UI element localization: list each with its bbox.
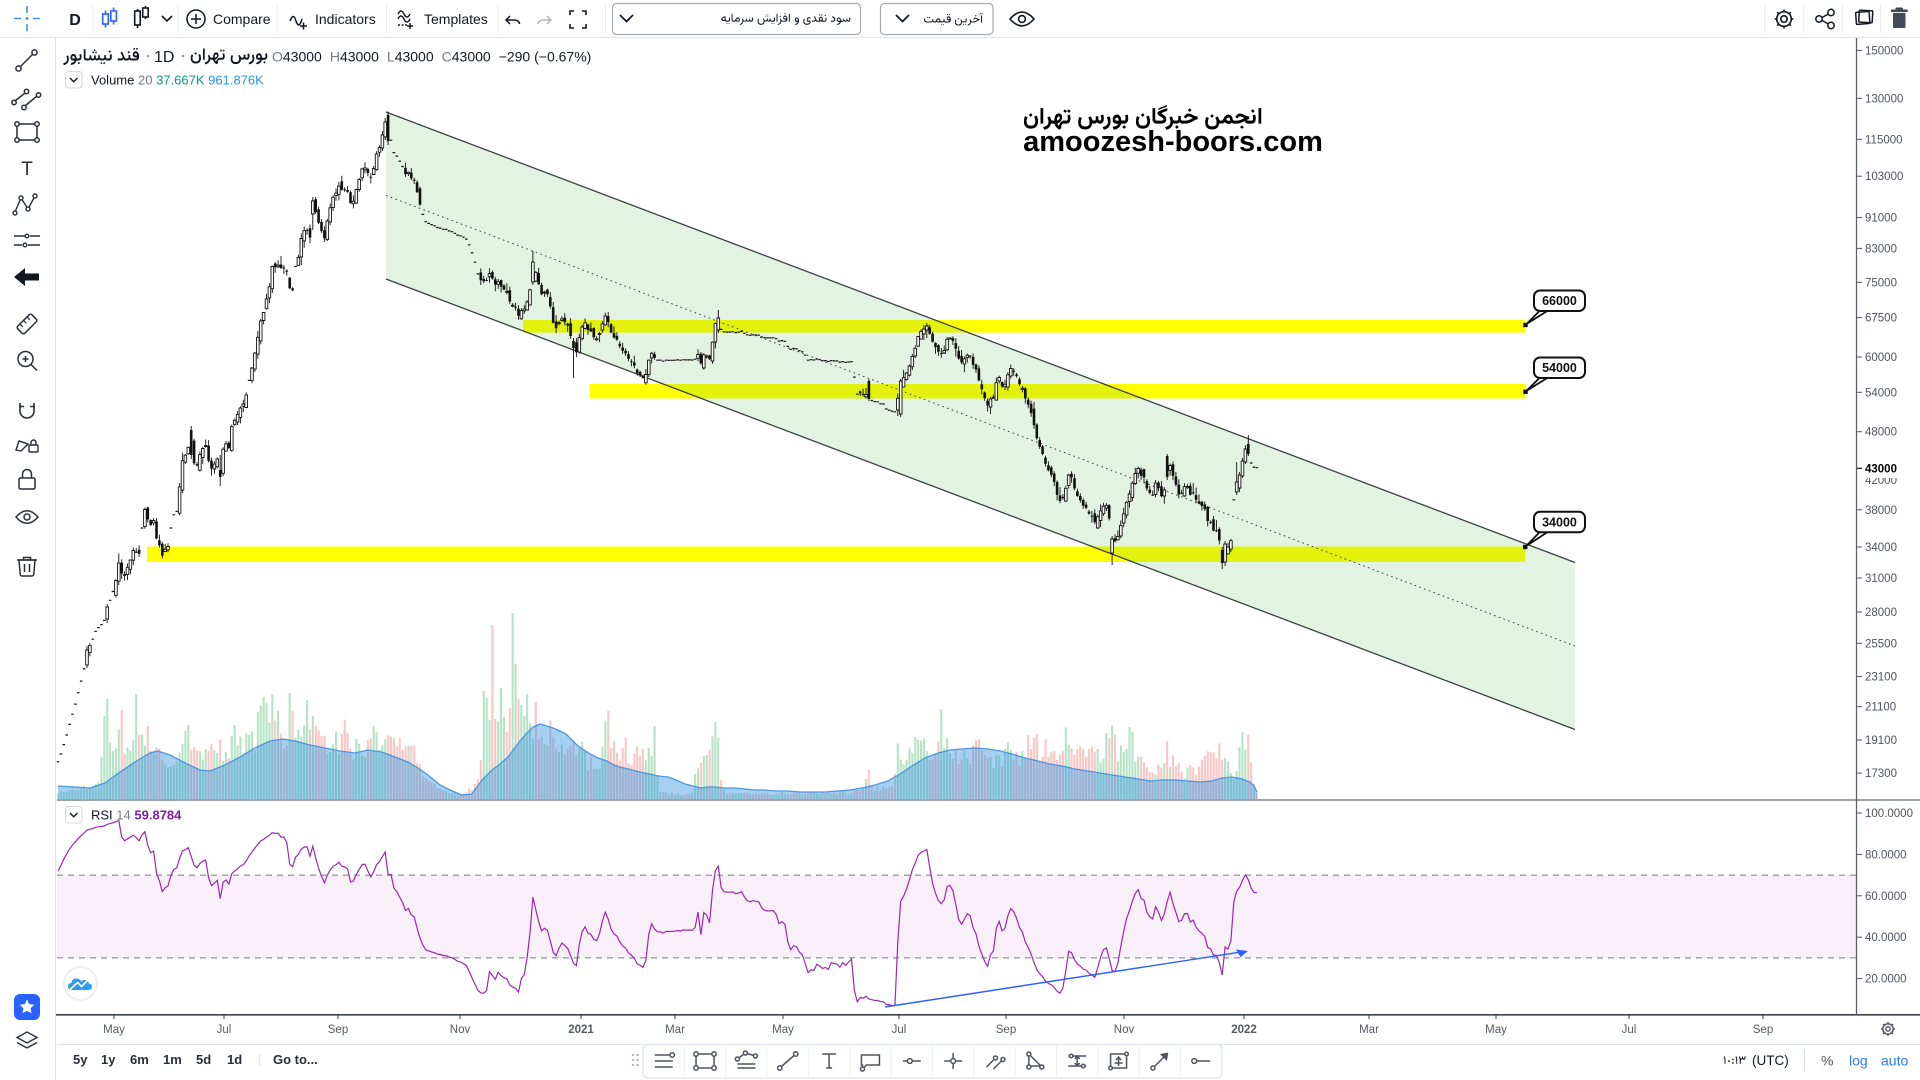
svg-text:2021: 2021 (568, 1024, 594, 1036)
svg-text:Indicators: Indicators (315, 11, 376, 27)
svg-text:130000: 130000 (1865, 93, 1903, 105)
svg-text:Sep: Sep (996, 1024, 1016, 1036)
svg-text:Volume 20 37.667K 961.876K: Volume 20 37.667K 961.876K (91, 73, 264, 88)
svg-text:40.0000: 40.0000 (1865, 932, 1907, 944)
svg-text:Sep: Sep (1753, 1024, 1773, 1036)
svg-text:Mar: Mar (1359, 1024, 1379, 1036)
svg-text:Jul: Jul (1622, 1024, 1637, 1036)
svg-text:60.0000: 60.0000 (1865, 891, 1907, 903)
svg-text:20.0000: 20.0000 (1865, 974, 1907, 986)
svg-text:Mar: Mar (665, 1024, 685, 1036)
svg-text:May: May (772, 1024, 794, 1036)
svg-text:Jul: Jul (217, 1024, 232, 1036)
svg-text:34000: 34000 (1542, 515, 1577, 529)
svg-text:28000: 28000 (1865, 607, 1897, 619)
svg-text:May: May (103, 1024, 125, 1036)
svg-text:Nov: Nov (450, 1024, 471, 1036)
svg-text:2022: 2022 (1231, 1024, 1257, 1036)
svg-text:19100: 19100 (1865, 735, 1897, 747)
svg-text:Sep: Sep (328, 1024, 348, 1036)
svg-text:54000: 54000 (1542, 361, 1577, 375)
svg-text:60000: 60000 (1865, 352, 1897, 364)
svg-text:Compare: Compare (213, 11, 271, 27)
svg-text:54000: 54000 (1865, 387, 1897, 399)
svg-text:75000: 75000 (1865, 277, 1897, 289)
svg-text:150000: 150000 (1865, 45, 1903, 57)
svg-text:91000: 91000 (1865, 213, 1897, 225)
svg-text:67500: 67500 (1865, 313, 1897, 325)
svg-text:34000: 34000 (1865, 542, 1897, 554)
svg-text:115000: 115000 (1865, 134, 1903, 146)
svg-text:100.0000: 100.0000 (1865, 808, 1913, 820)
svg-text:23100: 23100 (1865, 671, 1897, 683)
svg-text:31000: 31000 (1865, 573, 1897, 585)
svg-text:25500: 25500 (1865, 638, 1897, 650)
svg-text:80.0000: 80.0000 (1865, 849, 1907, 861)
svg-text:83000: 83000 (1865, 243, 1897, 255)
svg-text:amoozesh-boors.com: amoozesh-boors.com (1023, 126, 1323, 158)
svg-text:May: May (1485, 1024, 1507, 1036)
svg-text:Nov: Nov (1114, 1024, 1135, 1036)
svg-text:RSI 14 59.8784: RSI 14 59.8784 (91, 808, 182, 823)
svg-text:43000: 43000 (1865, 463, 1897, 475)
svg-text:21100: 21100 (1865, 702, 1896, 714)
svg-text:38000: 38000 (1865, 505, 1897, 517)
svg-text:1D: 1D (154, 49, 174, 66)
svg-text:Jul: Jul (892, 1024, 907, 1036)
svg-text:17300: 17300 (1865, 768, 1897, 780)
svg-text:T: T (21, 159, 33, 180)
svg-text:Templates: Templates (424, 11, 488, 27)
svg-text:66000: 66000 (1542, 294, 1577, 308)
svg-text:D: D (69, 12, 81, 29)
svg-text:103000: 103000 (1865, 171, 1903, 183)
svg-text:48000: 48000 (1865, 427, 1897, 439)
